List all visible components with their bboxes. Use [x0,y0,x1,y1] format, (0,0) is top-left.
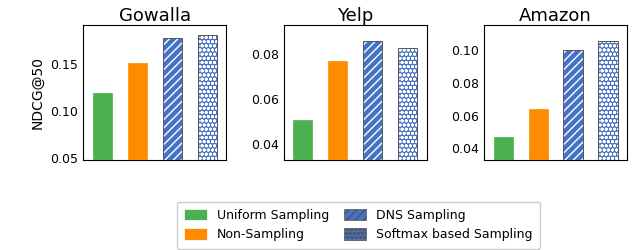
Bar [163,38,182,205]
Title: Amazon: Amazon [519,7,592,25]
Bar [398,48,417,234]
Bar [128,62,147,205]
Bar [293,120,312,234]
Bar [563,50,582,214]
Y-axis label: NDCG@50: NDCG@50 [31,56,45,129]
Bar [493,137,513,214]
Bar [363,41,382,234]
Title: Yelp: Yelp [337,7,373,25]
Bar [163,38,182,205]
Title: Gowalla: Gowalla [118,7,191,25]
Bar [529,109,548,214]
Bar [598,42,618,214]
Bar [563,50,582,214]
Bar [198,35,217,205]
Bar [363,41,382,234]
Bar [598,42,618,214]
Bar [398,48,417,234]
Bar [198,35,217,205]
Bar [328,61,348,234]
Bar [93,92,112,205]
Legend: Uniform Sampling, Non-Sampling, DNS Sampling, Softmax based Sampling: Uniform Sampling, Non-Sampling, DNS Samp… [177,202,540,249]
